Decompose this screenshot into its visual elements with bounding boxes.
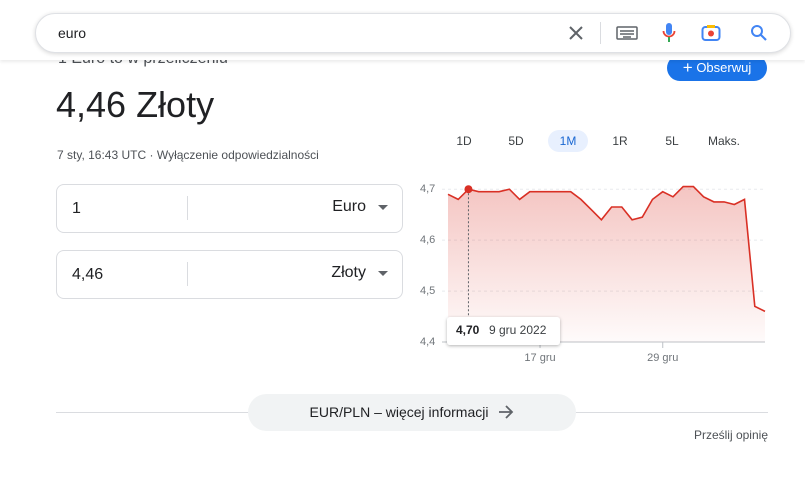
range-tab[interactable]: 1M — [548, 130, 588, 152]
y-tick-label: 4,5 — [420, 285, 435, 297]
converted-value: 4,46 Złoty — [56, 84, 215, 125]
range-tab[interactable]: 1R — [612, 134, 628, 148]
range-tab[interactable]: 5D — [508, 134, 524, 148]
divider — [187, 262, 188, 286]
search-icon[interactable] — [750, 24, 768, 42]
dropdown-caret — [378, 205, 388, 210]
search-box[interactable]: euro — [35, 13, 791, 53]
tooltip-date: 9 gru 2022 — [489, 323, 547, 337]
currency[interactable]: Złoty — [331, 264, 366, 281]
timestamp: 7 sty, 16:43 UTC — [57, 148, 147, 162]
timestamp-line: 7 sty, 16:43 UTC · Wyłączenie odpowiedzi… — [57, 148, 319, 162]
tooltip-box — [447, 317, 560, 345]
search-query[interactable]: euro — [58, 25, 87, 41]
mic-icon[interactable] — [662, 22, 676, 44]
range-tab[interactable]: 1D — [456, 134, 472, 148]
tooltip-value: 4,70 — [456, 323, 480, 337]
divider — [187, 196, 188, 220]
camera-icon[interactable] — [701, 24, 721, 42]
x-tick-label: 29 gru — [647, 352, 678, 364]
separator: · — [149, 148, 154, 162]
keyboard-icon[interactable] — [616, 26, 638, 40]
more-info-label: EUR/PLN – więcej informacji — [309, 404, 489, 420]
converter-row[interactable]: 1 Euro — [56, 184, 403, 233]
converter-row[interactable]: 4,46 Złoty — [56, 250, 403, 299]
feedback-link[interactable]: Prześlij opinię — [693, 428, 768, 442]
x-tick-label: 17 gru — [524, 352, 555, 364]
line — [447, 185, 766, 313]
disclaimer-link[interactable]: Wyłączenie odpowiedzialności — [156, 148, 319, 162]
amount[interactable]: 4,46 — [72, 266, 104, 283]
clear-icon[interactable] — [568, 25, 584, 41]
follow-label: Obserwuj — [696, 60, 752, 75]
range-tab[interactable]: Maks. — [707, 134, 740, 148]
amount[interactable]: 1 — [72, 200, 81, 217]
area — [448, 186, 765, 342]
divider — [600, 22, 601, 44]
y-tick-label: 4,4 — [420, 336, 435, 348]
arrow-icon — [499, 405, 514, 419]
range-tab[interactable]: 5L — [665, 134, 679, 148]
hover-point — [464, 185, 473, 194]
dropdown-caret — [378, 271, 388, 276]
currency[interactable]: Euro — [332, 198, 366, 215]
y-tick-label: 4,6 — [420, 234, 435, 246]
y-tick-label: 4,7 — [420, 183, 435, 195]
more-info-button[interactable]: EUR/PLN – więcej informacji — [248, 394, 576, 431]
